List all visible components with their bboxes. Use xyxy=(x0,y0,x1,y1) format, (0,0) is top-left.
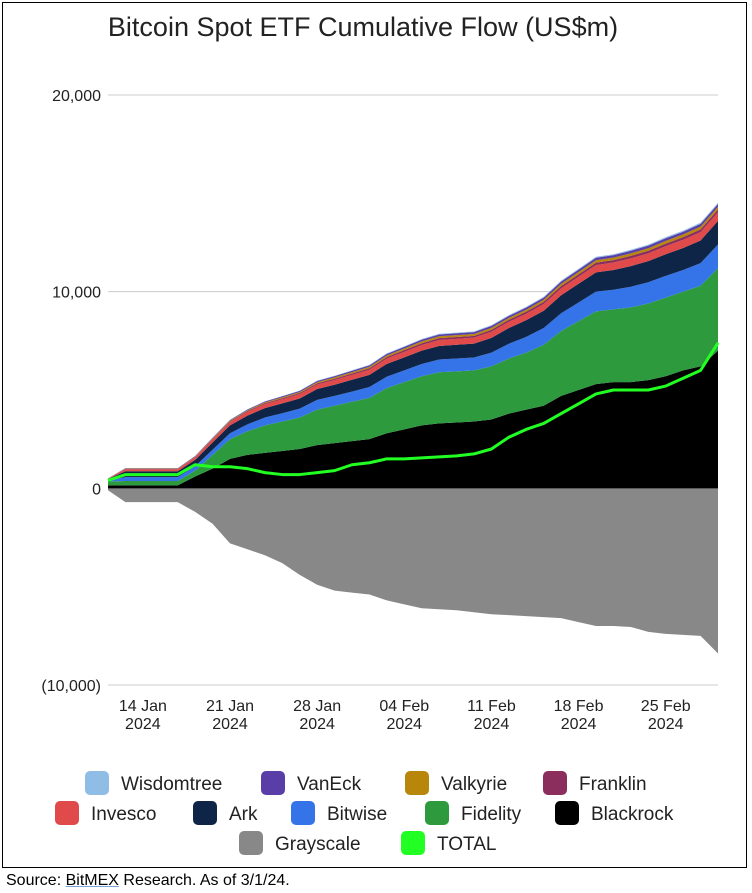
y-tick-label: 10,000 xyxy=(52,285,101,302)
legend-item-total[interactable]: TOTAL xyxy=(401,831,496,855)
area-ark xyxy=(108,220,718,481)
legend-swatch-grayscale xyxy=(239,831,263,855)
legend-item-valkyrie[interactable]: Valkyrie xyxy=(405,771,507,795)
source-brand-link[interactable]: BitMEX xyxy=(65,872,119,889)
source-note: Source: BitMEX Research. As of 3/1/24. xyxy=(6,872,290,890)
legend-swatch-valkyrie xyxy=(405,771,429,795)
area-layer xyxy=(108,202,718,654)
area-fidelity xyxy=(108,268,718,486)
legend-item-vaneck[interactable]: VanEck xyxy=(261,771,362,795)
legend-label-fidelity: Fidelity xyxy=(461,804,522,825)
x-tick-label: 21 Jan xyxy=(206,698,254,715)
x-tick-year-label: 2024 xyxy=(212,716,248,733)
legend-item-bitwise[interactable]: Bitwise xyxy=(291,801,387,825)
legend-swatch-ark xyxy=(193,801,217,825)
area-grayscale xyxy=(108,488,718,654)
legend-label-invesco: Invesco xyxy=(91,804,156,825)
legend-label-grayscale: Grayscale xyxy=(275,834,361,855)
legend-item-wisdomtree[interactable]: Wisdomtree xyxy=(85,771,222,795)
x-tick-year-label: 2024 xyxy=(474,716,510,733)
x-tick-year-label: 2024 xyxy=(561,716,597,733)
legend-swatch-fidelity xyxy=(425,801,449,825)
legend-item-grayscale[interactable]: Grayscale xyxy=(239,831,361,855)
y-tick-label: 0 xyxy=(92,481,101,498)
x-tick-label: 11 Feb xyxy=(467,698,516,715)
legend-swatch-total xyxy=(401,831,425,855)
legend-item-fidelity[interactable]: Fidelity xyxy=(425,801,522,825)
line-total xyxy=(107,341,720,482)
legend-label-franklin: Franklin xyxy=(579,774,647,795)
legend-item-ark[interactable]: Ark xyxy=(193,801,258,825)
legend-swatch-wisdomtree xyxy=(85,771,109,795)
y-tick-label: (10,000) xyxy=(41,678,101,695)
legend-label-ark: Ark xyxy=(229,804,258,825)
x-tick-year-label: 2024 xyxy=(299,716,335,733)
area-blackrock xyxy=(108,350,718,489)
legend-item-blackrock[interactable]: Blackrock xyxy=(555,801,674,825)
legend-swatch-vaneck xyxy=(261,771,285,795)
source-suffix: Research. As of 3/1/24. xyxy=(118,872,290,889)
y-tick-label: 20,000 xyxy=(52,88,101,105)
x-tick-year-label: 2024 xyxy=(386,716,422,733)
x-tick-label: 18 Feb xyxy=(554,698,604,715)
source-prefix: Source: xyxy=(6,872,66,889)
area-bitwise xyxy=(108,244,718,482)
legend-swatch-franklin xyxy=(543,771,567,795)
legend-swatch-invesco xyxy=(55,801,79,825)
legend: Wisdomtree VanEck Valkyrie Franklin Invesco A… xyxy=(55,771,674,855)
legend-label-valkyrie: Valkyrie xyxy=(441,774,507,795)
x-tick-label: 14 Jan xyxy=(119,698,167,715)
legend-label-blackrock: Blackrock xyxy=(591,804,674,825)
legend-label-bitwise: Bitwise xyxy=(327,804,387,825)
line-layer xyxy=(107,341,720,482)
x-tick-label: 28 Jan xyxy=(293,698,341,715)
x-tick-label: 25 Feb xyxy=(641,698,691,715)
chart-frame: Bitcoin Spot ETF Cumulative Flow (US$m) … xyxy=(2,2,747,868)
x-tick-year-label: 2024 xyxy=(648,716,684,733)
legend-label-total: TOTAL xyxy=(437,834,496,855)
legend-swatch-bitwise xyxy=(291,801,315,825)
x-tick-year-label: 2024 xyxy=(125,716,161,733)
legend-swatch-blackrock xyxy=(555,801,579,825)
legend-label-vaneck: VanEck xyxy=(297,774,362,795)
legend-item-invesco[interactable]: Invesco xyxy=(55,801,156,825)
chart-canvas: Bitcoin Spot ETF Cumulative Flow (US$m) … xyxy=(41,12,720,855)
legend-item-franklin[interactable]: Franklin xyxy=(543,771,647,795)
legend-label-wisdomtree: Wisdomtree xyxy=(121,774,222,795)
chart-title: Bitcoin Spot ETF Cumulative Flow (US$m) xyxy=(108,12,618,42)
x-tick-label: 04 Feb xyxy=(379,698,429,715)
